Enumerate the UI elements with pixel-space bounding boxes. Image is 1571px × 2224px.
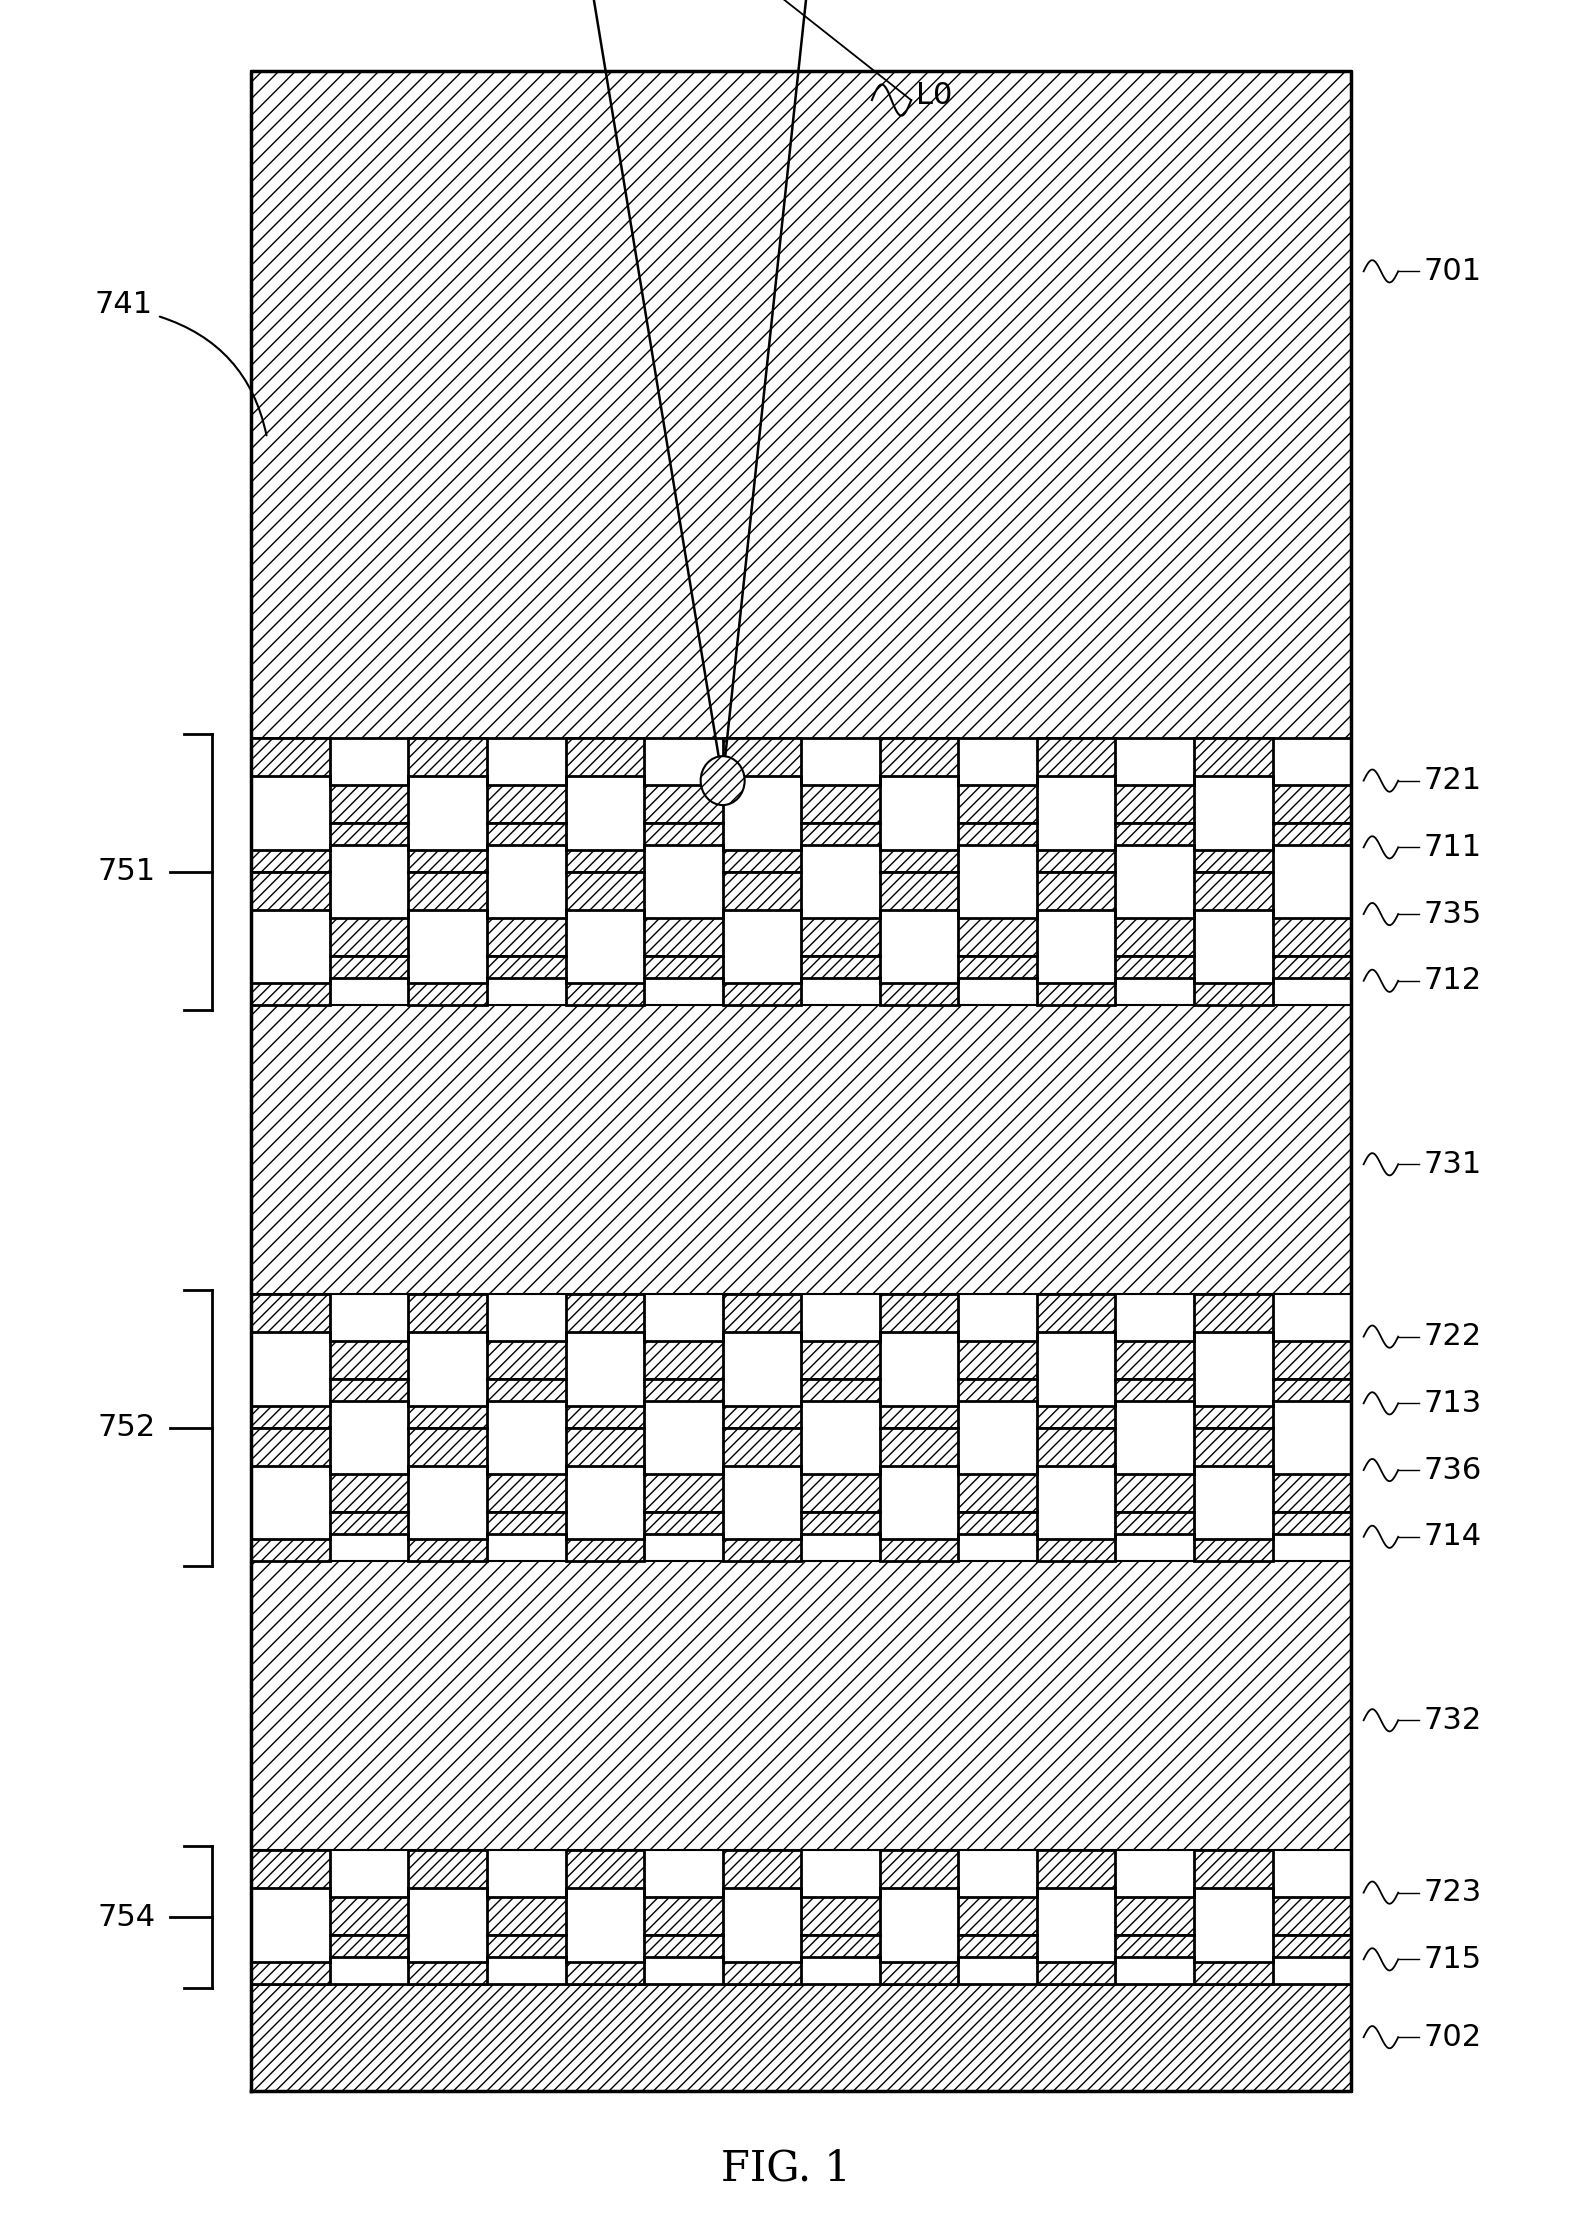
Text: 721: 721 [1423,765,1481,796]
Text: 736: 736 [1423,1454,1481,1486]
Polygon shape [251,872,1351,956]
Polygon shape [251,1512,1351,1561]
Polygon shape [251,1428,1351,1512]
Bar [251,1984,1351,2091]
Text: 752: 752 [97,1412,156,1443]
Text: 735: 735 [1423,898,1481,930]
Bar [251,1005,1351,1294]
Bar [251,71,1351,738]
Polygon shape [251,956,1351,1005]
Polygon shape [251,1935,1351,1984]
Text: 723: 723 [1423,1877,1481,1908]
Text: 751: 751 [97,856,156,887]
Ellipse shape [701,756,745,805]
Text: 711: 711 [1423,832,1481,863]
Bar [251,1561,1351,1850]
Text: 741: 741 [94,289,152,320]
Text: FIG. 1: FIG. 1 [721,2148,850,2188]
Text: L0: L0 [916,80,952,111]
Text: 702: 702 [1423,2022,1481,2053]
Polygon shape [251,823,1351,872]
Text: 714: 714 [1423,1521,1481,1552]
Text: 713: 713 [1423,1388,1481,1419]
Text: 712: 712 [1423,965,1481,996]
Text: 715: 715 [1423,1944,1481,1975]
Text: 754: 754 [97,1902,156,1933]
Text: 701: 701 [1423,256,1481,287]
Text: 732: 732 [1423,1706,1481,1735]
Polygon shape [251,738,1351,823]
Polygon shape [251,1294,1351,1379]
Polygon shape [251,1379,1351,1428]
Text: 722: 722 [1423,1321,1481,1352]
Polygon shape [251,1850,1351,1935]
Text: 731: 731 [1423,1150,1481,1179]
